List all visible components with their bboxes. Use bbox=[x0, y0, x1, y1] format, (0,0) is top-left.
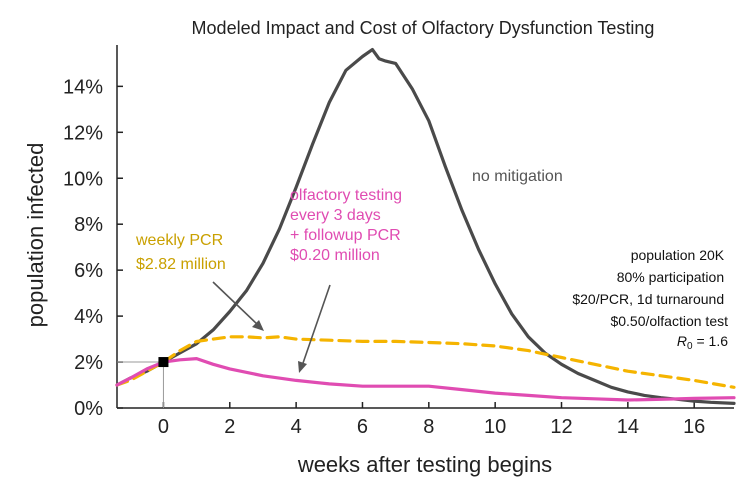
series-line-1 bbox=[115, 335, 736, 389]
x-axis-label: weeks after testing begins bbox=[297, 452, 552, 477]
olfactory-line-1: olfactory testing bbox=[290, 187, 402, 204]
x-tick-label: 4 bbox=[291, 416, 302, 438]
info-line-3: $20/PCR, 1d turnaround bbox=[572, 291, 724, 307]
series-line-2 bbox=[115, 357, 736, 402]
y-tick-label: 6% bbox=[74, 260, 103, 282]
label-no-mitigation: no mitigation bbox=[472, 168, 563, 185]
series-line-0 bbox=[115, 48, 736, 405]
y-tick-label: 4% bbox=[74, 306, 103, 328]
weekly-pcr-line-2: $2.82 million bbox=[136, 256, 226, 273]
y-axis-label: population infected bbox=[23, 143, 48, 328]
marker-guides bbox=[117, 361, 164, 408]
y-tick-label: 2% bbox=[74, 352, 103, 374]
olfactory-line-2: every 3 days bbox=[290, 207, 381, 224]
weekly-pcr-arrow-line bbox=[212, 281, 259, 326]
olfactory-line-4: $0.20 million bbox=[290, 247, 380, 264]
x-tick-label: 2 bbox=[224, 416, 235, 438]
y-tick-label: 14% bbox=[63, 76, 103, 98]
r0-symbol: R bbox=[677, 333, 687, 349]
x-tick-label: 12 bbox=[550, 416, 572, 438]
y-tick-label: 12% bbox=[63, 122, 103, 144]
r0-value: = 1.6 bbox=[693, 333, 729, 349]
testing-start-marker bbox=[158, 357, 169, 368]
x-tick-label: 6 bbox=[357, 416, 368, 438]
x-tick-label: 8 bbox=[423, 416, 434, 438]
info-line-2: 80% participation bbox=[617, 269, 724, 285]
x-tick-label: 10 bbox=[484, 416, 506, 438]
x-ticks: 0 2 4 6 8 10 12 14 16 bbox=[158, 402, 705, 438]
y-tick-label: 0% bbox=[74, 398, 103, 420]
r0-subscript: 0 bbox=[687, 341, 693, 352]
y-tick-label: 8% bbox=[74, 214, 103, 236]
x-tick-label: 16 bbox=[683, 416, 705, 438]
weekly-pcr-arrowhead bbox=[252, 320, 264, 331]
weekly-pcr-line-1: weekly PCR bbox=[135, 232, 223, 249]
marker-group bbox=[158, 357, 169, 368]
y-ticks: 0% 2% 4% 6% 8% 10% 12% 14% bbox=[63, 76, 123, 420]
y-tick-label: 10% bbox=[63, 168, 103, 190]
olfactory-arrowhead bbox=[298, 361, 307, 373]
x-tick-label: 0 bbox=[158, 416, 169, 438]
annotation-arrows bbox=[212, 281, 331, 373]
olfactory-line-3: + followup PCR bbox=[290, 227, 401, 244]
axes bbox=[116, 45, 734, 409]
r0-label: R0 = 1.6 bbox=[677, 333, 728, 352]
label-olfactory: olfactory testing every 3 days + followu… bbox=[290, 187, 407, 264]
chart-title: Modeled Impact and Cost of Olfactory Dys… bbox=[192, 18, 655, 38]
label-weekly-pcr: weekly PCR $2.82 million bbox=[135, 232, 228, 273]
info-line-4: $0.50/olfaction test bbox=[610, 313, 728, 329]
info-box: population 20K 80% participation $20/PCR… bbox=[572, 247, 728, 329]
x-tick-label: 14 bbox=[617, 416, 639, 438]
olfactory-arrow-line bbox=[301, 284, 331, 367]
info-line-1: population 20K bbox=[631, 247, 725, 263]
series-group bbox=[115, 48, 736, 405]
